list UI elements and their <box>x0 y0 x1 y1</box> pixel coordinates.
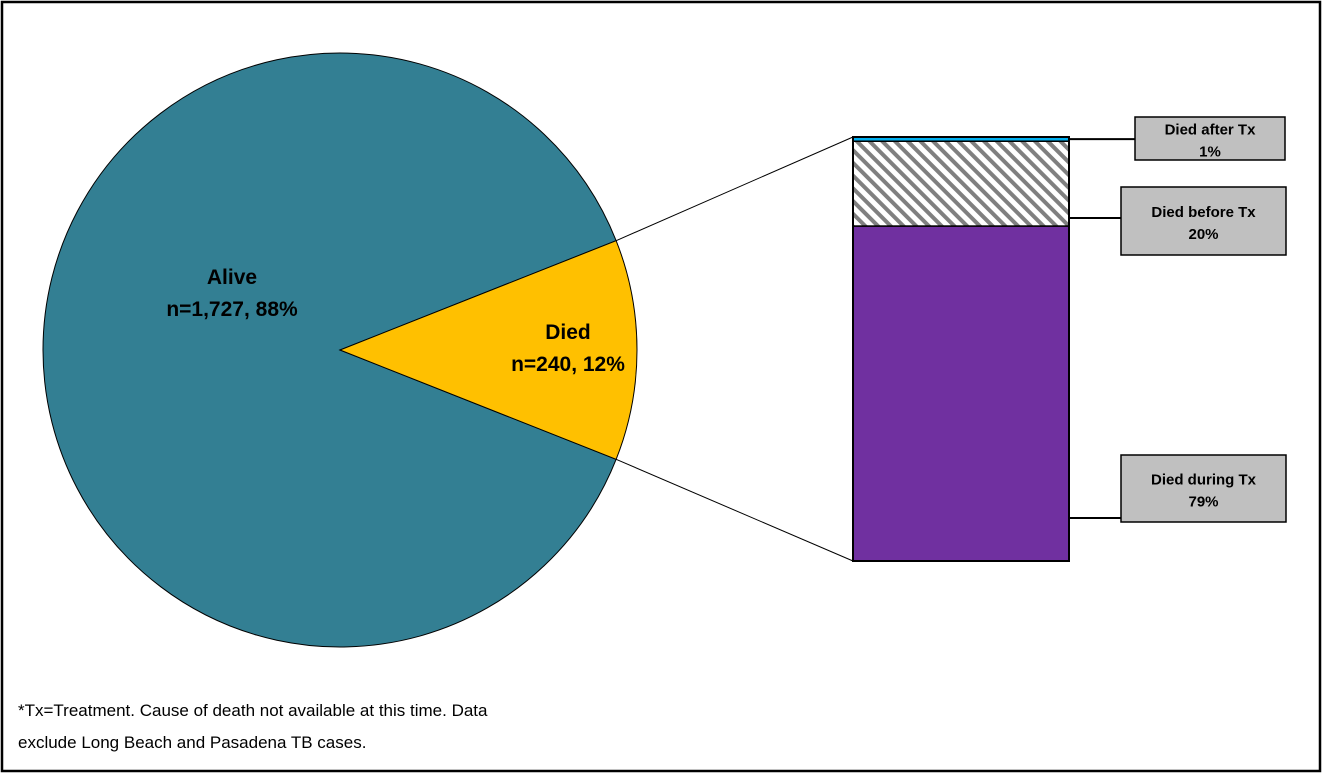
footnote-line: exclude Long Beach and Pasadena TB cases… <box>18 733 366 752</box>
pie-label-alive: Alive n=1,727, 88% <box>166 266 298 321</box>
footnote: *Tx=Treatment. Cause of death not availa… <box>18 701 488 752</box>
pie-chart: Alive n=1,727, 88% Died n=240, 12% <box>42 52 638 648</box>
callout-labels: Died during Tx 79% Died before Tx 20% Died a… <box>1069 116 1287 523</box>
callout-label-after: Died after Tx 1% <box>1165 122 1257 161</box>
connector-top <box>615 136 854 242</box>
pie-label-died: Died n=240, 12% <box>511 321 625 376</box>
connector-lines <box>615 136 854 562</box>
callout-box-during <box>1120 454 1287 523</box>
footnote-line: *Tx=Treatment. Cause of death not availa… <box>18 701 488 720</box>
pie-slice-alive <box>42 52 617 648</box>
bar-segment-before <box>852 140 1070 227</box>
bar-segment-during <box>852 225 1070 562</box>
callout-label-during: Died during Tx 79% <box>1151 472 1257 511</box>
pie-slice-died <box>338 240 638 460</box>
connector-bottom <box>615 458 854 562</box>
bar-outline <box>852 136 1070 562</box>
callout-box-before <box>1120 186 1287 256</box>
callout-label-before: Died before Tx 20% <box>1151 204 1256 243</box>
callout-box-after <box>1134 116 1286 161</box>
stacked-bar-chart <box>852 136 1070 562</box>
